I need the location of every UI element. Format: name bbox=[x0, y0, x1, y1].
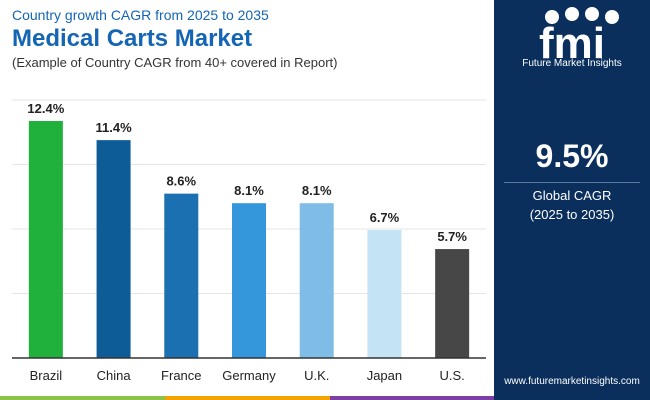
global-cagr-value: 9.5% bbox=[535, 138, 609, 174]
footer-stripe-green bbox=[0, 396, 165, 400]
fmi-logo: fmi bbox=[539, 7, 619, 68]
data-label: 11.4% bbox=[95, 120, 132, 135]
chart-header: Country growth CAGR from 2025 to 2035 Me… bbox=[12, 6, 482, 72]
footer-stripe-purple bbox=[330, 396, 494, 400]
cagr-period-text: (2025 to 2035) bbox=[529, 207, 615, 222]
category-label: France bbox=[161, 368, 201, 383]
data-label: 12.4% bbox=[27, 101, 64, 116]
data-label: 8.1% bbox=[302, 183, 332, 198]
data-label: 6.7% bbox=[370, 210, 400, 225]
chart-subtitle: Country growth CAGR from 2025 to 2035 bbox=[12, 7, 269, 23]
logo-letters: fmi bbox=[539, 19, 605, 68]
bar-china bbox=[96, 140, 131, 358]
data-label: 5.7% bbox=[437, 229, 467, 244]
cagr-label-text: Global CAGR bbox=[532, 188, 612, 203]
category-label: U.K. bbox=[304, 368, 329, 383]
panel-divider bbox=[504, 182, 640, 183]
bar-germany bbox=[232, 203, 266, 358]
data-label: 8.1% bbox=[234, 183, 264, 198]
website-url: www.futuremarketinsights.com bbox=[504, 376, 640, 387]
chart-note: (Example of Country CAGR from 40+ covere… bbox=[12, 55, 338, 70]
data-label: 8.6% bbox=[166, 174, 196, 189]
category-label: Japan bbox=[367, 368, 402, 383]
footer-stripe-orange bbox=[165, 396, 330, 400]
summary-panel: fmi Future Market Insights 9.5% Global C… bbox=[494, 0, 650, 400]
category-label: Germany bbox=[222, 368, 276, 383]
bar-chart: 12.4% Brazil 11.4% China 8.6% France 8.1% Germa… bbox=[12, 99, 486, 383]
category-label: Brazil bbox=[30, 368, 63, 383]
category-label: U.S. bbox=[439, 368, 464, 383]
bar-us bbox=[435, 249, 470, 358]
category-label: China bbox=[97, 368, 132, 383]
chart-title: Medical Carts Market bbox=[12, 25, 253, 52]
bar-brazil bbox=[28, 121, 63, 359]
global-cagr-label: Global CAGR (2025 to 2035) bbox=[494, 186, 650, 224]
bar-france bbox=[164, 193, 199, 358]
bar-japan bbox=[367, 229, 402, 358]
logo-text: Future Market Insights bbox=[522, 58, 622, 69]
bar-uk bbox=[299, 203, 334, 358]
